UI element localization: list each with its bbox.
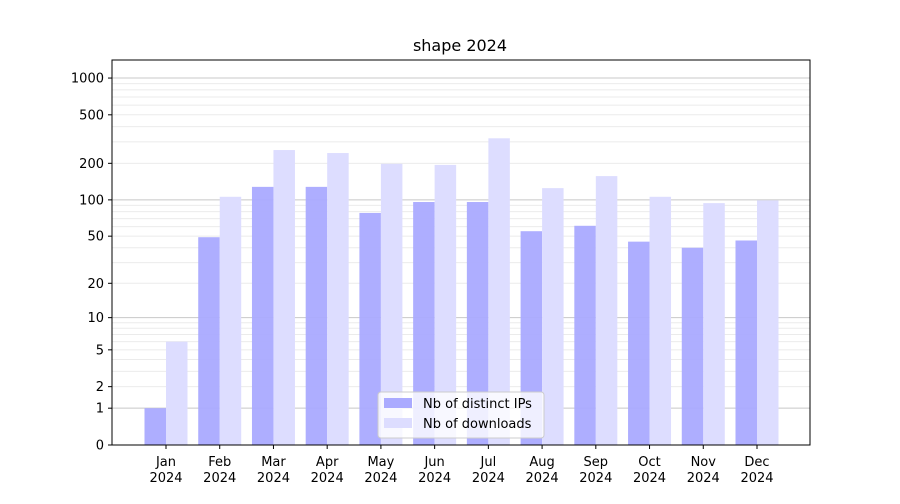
x-tick-label: Aug — [529, 455, 554, 470]
axes-frame — [111, 59, 811, 446]
bar-ips — [413, 202, 435, 445]
x-tick-label: Sep — [584, 455, 609, 470]
bar-ips — [628, 241, 650, 445]
x-tick-label: 2024 — [687, 471, 720, 486]
bar-downloads — [380, 163, 403, 445]
bar-downloads — [703, 203, 725, 445]
x-tick-label: 2024 — [257, 471, 290, 486]
bar-downloads — [649, 196, 672, 445]
y-tick-label: 0 — [96, 439, 104, 454]
bar-ips — [198, 237, 220, 445]
legend-label: Nb of downloads — [423, 417, 532, 432]
x-tick-label: 2024 — [418, 471, 451, 486]
x-tick-label: 2024 — [203, 471, 236, 486]
y-tick-label: 1 — [96, 402, 104, 417]
bar-downloads — [595, 176, 618, 445]
x-tick-label: 2024 — [311, 471, 344, 486]
x-tick-label: 2024 — [740, 471, 773, 486]
bar-downloads — [219, 196, 242, 445]
bar-ips — [251, 186, 274, 445]
x-tick-label: 2024 — [149, 471, 182, 486]
bar-ips — [681, 247, 704, 445]
legend: Nb of distinct IPs Nb of downloads — [377, 391, 545, 439]
y-tick-label: 500 — [79, 108, 104, 123]
x-tick-label: Jan — [155, 455, 176, 470]
bar-downloads — [757, 200, 779, 445]
y-tick-label: 1000 — [71, 72, 104, 87]
x-tick-label: May — [367, 455, 394, 470]
x-tick-label: Feb — [208, 455, 231, 470]
x-tick-label: Apr — [316, 455, 339, 470]
x-tick-label: Mar — [261, 455, 286, 470]
bar-ips — [574, 225, 596, 445]
legend-swatch — [384, 418, 412, 428]
x-tick-label: 2024 — [472, 471, 505, 486]
y-tick-label: 100 — [79, 193, 104, 208]
bar-downloads — [434, 164, 457, 445]
bar-ips — [144, 408, 166, 445]
x-tick-label: Nov — [691, 455, 717, 470]
bar-downloads — [542, 188, 564, 445]
x-tick-label: 2024 — [364, 471, 397, 486]
x-tick-label: Dec — [744, 455, 769, 470]
x-tick-label: 2024 — [633, 471, 666, 486]
bar-ips — [359, 212, 381, 445]
bar-ips — [466, 202, 489, 445]
x-tick-label: Oct — [638, 455, 660, 470]
bar-ips — [735, 240, 757, 445]
x-tick-label: 2024 — [526, 471, 559, 486]
legend-swatch — [384, 398, 412, 408]
y-tick-label: 200 — [79, 157, 104, 172]
x-tick-label: Jun — [423, 455, 444, 470]
bar-downloads — [488, 138, 510, 445]
legend-box — [377, 391, 545, 439]
bar-downloads — [327, 153, 349, 445]
bar-downloads — [273, 150, 295, 446]
y-tick-label: 20 — [87, 277, 104, 292]
x-tick-label: 2024 — [579, 471, 612, 486]
x-tick-label: Jul — [480, 455, 497, 470]
y-tick-label: 50 — [87, 230, 104, 245]
y-tick-label: 5 — [96, 343, 104, 358]
y-tick-label: 10 — [87, 311, 104, 326]
chart-title: shape 2024 — [412, 36, 508, 55]
bar-downloads — [166, 341, 188, 445]
legend-label: Nb of distinct IPs — [423, 397, 532, 412]
bar-ips — [305, 186, 328, 445]
y-tick-label: 2 — [96, 380, 104, 395]
